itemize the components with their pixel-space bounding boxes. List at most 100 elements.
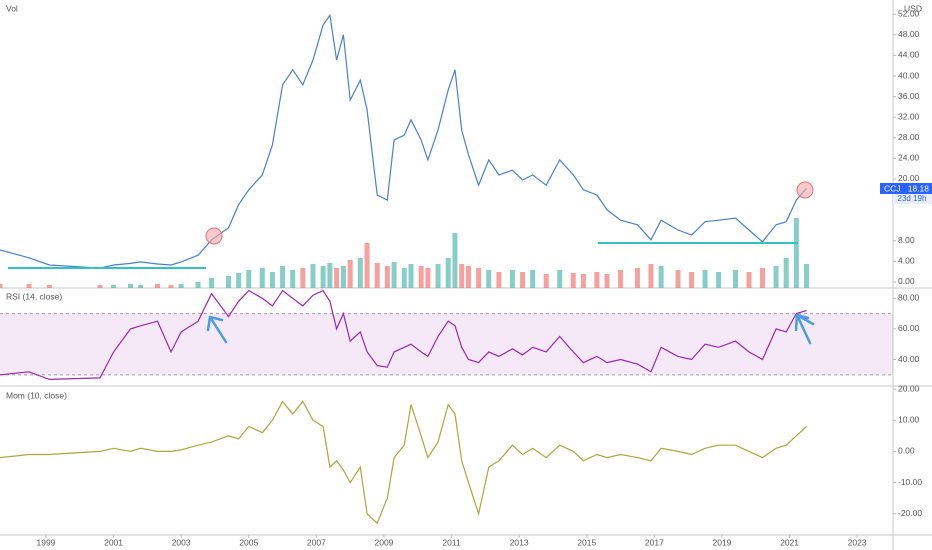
x-tick-label: 2003	[172, 537, 191, 547]
volume-bar	[364, 243, 370, 288]
price-label-value: 18.18	[908, 183, 930, 193]
countdown-box	[893, 194, 932, 204]
x-tick-label: 2009	[375, 537, 394, 547]
volume-bar	[334, 268, 340, 288]
volume-bar	[259, 268, 265, 288]
volume-bar	[111, 285, 117, 288]
volume-bar	[155, 284, 161, 288]
volume-bar	[773, 266, 779, 288]
y-tick-label: 0.00	[898, 276, 915, 286]
y-tick-label: 80.00	[898, 293, 920, 303]
volume-bar	[178, 284, 184, 288]
volume-bar	[418, 266, 424, 288]
y-tick-label: 48.00	[898, 29, 920, 39]
y-tick-label: 60.00	[898, 323, 920, 333]
x-tick-label: 2007	[307, 537, 326, 547]
volume-bar	[570, 273, 576, 288]
volume-bar	[760, 268, 766, 288]
volume-bar	[509, 270, 515, 288]
volume-bar	[658, 266, 664, 288]
volume-bar	[209, 278, 215, 288]
volume-bar	[347, 260, 353, 288]
x-tick-label: 2005	[239, 537, 258, 547]
volume-label: Vol	[6, 3, 18, 13]
volume-bar	[357, 258, 363, 288]
volume-bar	[702, 270, 708, 288]
volume-bar	[557, 270, 563, 288]
volume-bar	[716, 272, 722, 288]
volume-bar	[452, 233, 458, 288]
volume-bar	[236, 273, 242, 288]
volume-bar	[425, 268, 431, 288]
volume-bar	[138, 285, 144, 288]
volume-bar	[300, 268, 306, 288]
volume-bar	[280, 266, 286, 288]
y-tick-label: 8.00	[898, 235, 915, 245]
y-tick-label: 4.00	[898, 256, 915, 266]
y-tick-label: -10.00	[898, 477, 922, 487]
y-tick-label: 28.00	[898, 132, 920, 142]
y-tick-label: 40.00	[898, 354, 920, 364]
volume-bar	[604, 274, 610, 288]
volume-bar	[0, 284, 3, 288]
y-tick-label: 20.00	[898, 383, 920, 393]
y-tick-label: 10.00	[898, 414, 920, 424]
volume-bar	[401, 268, 407, 288]
volume-bar	[320, 266, 326, 288]
volume-bar	[127, 284, 133, 288]
volume-bar	[465, 266, 471, 288]
line-series	[0, 400, 807, 525]
volume-bar	[648, 264, 654, 288]
x-tick-label: 2019	[713, 537, 732, 547]
volume-bar	[746, 272, 752, 288]
x-tick-label: 2021	[780, 537, 799, 547]
x-tick-label: 2023	[848, 537, 867, 547]
volume-bar	[408, 264, 414, 288]
x-tick-label: 2013	[510, 537, 529, 547]
volume-bar	[327, 263, 333, 288]
volume-bar	[340, 266, 346, 288]
x-tick-label: 2015	[577, 537, 596, 547]
volume-bar	[520, 272, 526, 288]
highlight-circle	[796, 181, 814, 199]
volume-bar	[310, 264, 316, 288]
volume-bar	[783, 258, 789, 288]
volume-bar	[374, 263, 380, 288]
highlight-circle	[205, 227, 223, 245]
volume-bar	[391, 262, 397, 288]
y-tick-label: 0.00	[898, 446, 915, 456]
countdown: 23d 19h	[898, 194, 927, 203]
y-tick-label: 32.00	[898, 111, 920, 121]
y-tick-label: 24.00	[898, 153, 920, 163]
y-tick-label: 36.00	[898, 91, 920, 101]
volume-bar	[689, 272, 695, 288]
volume-bar	[445, 258, 451, 288]
y-tick-label: 44.00	[898, 50, 920, 60]
volume-bar	[594, 272, 600, 288]
volume-bar	[384, 266, 390, 288]
volume-bar	[543, 274, 549, 288]
y-tick-label: 52.00	[898, 8, 920, 18]
y-tick-label: -20.00	[898, 508, 922, 518]
line-series	[0, 289, 807, 381]
volume-bar	[803, 264, 809, 288]
volume-bar	[246, 270, 252, 288]
volume-bar	[168, 285, 174, 288]
volume-bar	[459, 264, 465, 288]
volume-bar	[195, 282, 201, 288]
volume-bar	[46, 285, 52, 288]
volume-bar	[26, 284, 32, 288]
volume-bar	[580, 274, 586, 288]
volume-bar	[675, 270, 681, 288]
x-tick-label: 2001	[104, 537, 123, 547]
x-tick-label: 2017	[645, 537, 664, 547]
currency-label: USD	[904, 3, 922, 13]
volume-bar	[618, 270, 624, 288]
price-label-symbol: CCJ	[884, 183, 901, 193]
price-label-box	[880, 183, 932, 194]
volume-bar	[290, 270, 296, 288]
arrow	[206, 313, 815, 345]
y-tick-label: 20.00	[898, 173, 920, 183]
x-tick-label: 1999	[37, 537, 56, 547]
